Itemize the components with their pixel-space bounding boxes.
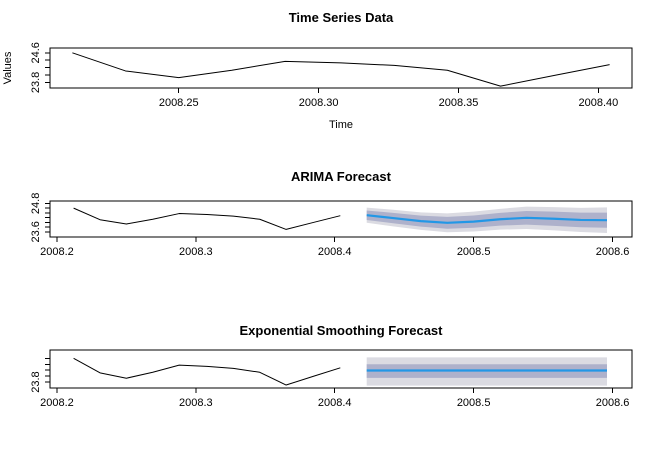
x-axis-tick-label: 2008.5 xyxy=(457,246,491,258)
x-axis-tick-label: 2008.4 xyxy=(318,397,352,409)
y-axis-tick-label: 23.8 xyxy=(30,72,42,93)
x-axis-tick-label: 2008.30 xyxy=(299,97,339,109)
plot-frame xyxy=(49,200,633,238)
plot-title-arima: ARIMA Forecast xyxy=(291,169,391,184)
y-axis-tick-label: 24.8 xyxy=(30,193,42,214)
y-axis-tick-label: 23.8 xyxy=(30,371,42,392)
y-axis-tick-label: 23.6 xyxy=(30,221,42,242)
x-axis-tick-label: 2008.6 xyxy=(596,397,630,409)
x-axis-tick-label: 2008.40 xyxy=(579,97,619,109)
y-axis-label-values: Values xyxy=(2,51,14,85)
x-axis-tick-label: 2008.35 xyxy=(439,97,479,109)
x-axis-label-time: Time xyxy=(328,119,354,131)
forecast-mean-line xyxy=(366,214,608,224)
observed-line xyxy=(73,357,341,386)
x-axis-tick-label: 2008.6 xyxy=(596,246,630,258)
x-axis-tick-label: 2008.2 xyxy=(40,246,74,258)
plot-frame xyxy=(49,47,633,89)
x-axis-tick-label: 2008.3 xyxy=(179,397,213,409)
x-axis-tick-label: 2008.5 xyxy=(457,397,491,409)
plot-title-exponential: Exponential Smoothing Forecast xyxy=(239,323,443,338)
plot-title-timeseries: Time Series Data xyxy=(288,10,394,25)
y-axis-tick-label: 24.6 xyxy=(30,42,42,63)
x-axis-tick-label: 2008.4 xyxy=(318,246,352,258)
observed-line xyxy=(72,52,610,87)
x-axis-tick-label: 2008.25 xyxy=(159,97,199,109)
observed-line xyxy=(73,207,341,230)
plot-frame xyxy=(49,349,633,389)
x-axis-tick-label: 2008.2 xyxy=(40,397,74,409)
x-axis-tick-label: 2008.3 xyxy=(179,246,213,258)
